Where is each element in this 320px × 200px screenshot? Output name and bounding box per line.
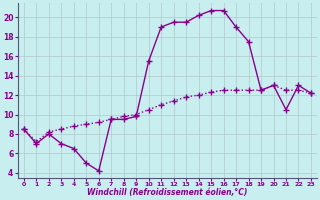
X-axis label: Windchill (Refroidissement éolien,°C): Windchill (Refroidissement éolien,°C): [87, 188, 248, 197]
